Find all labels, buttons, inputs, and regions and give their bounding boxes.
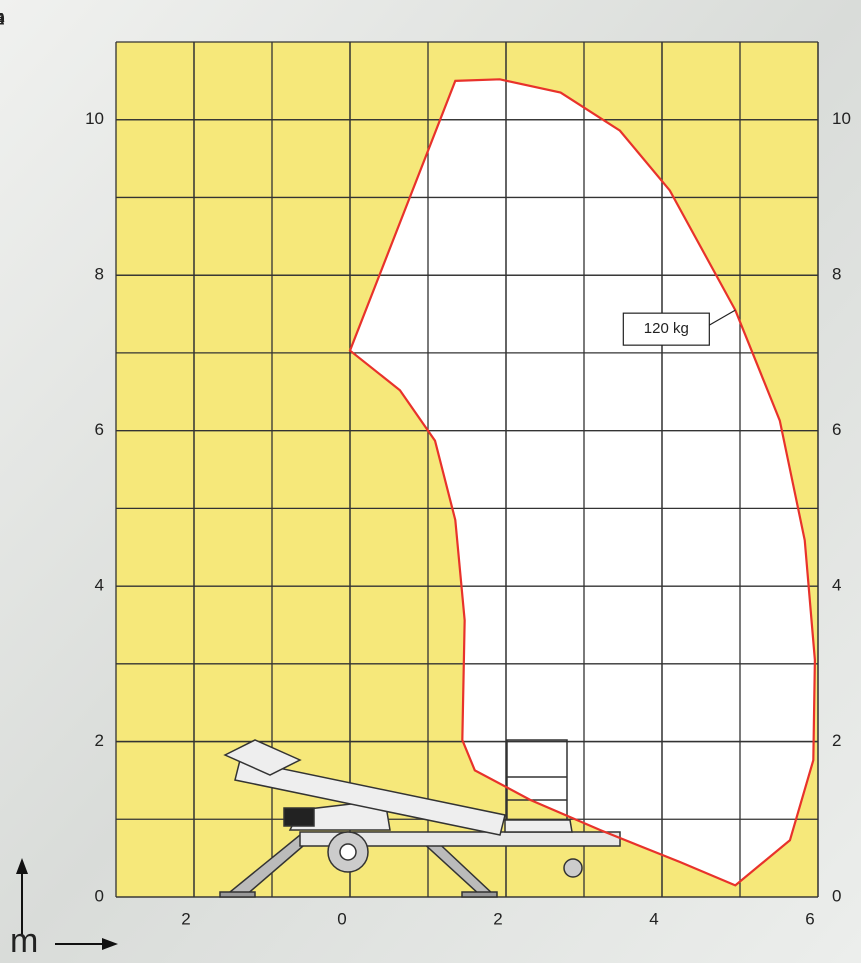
y-tick-label-right: 4 bbox=[832, 576, 841, 595]
unit-label: m bbox=[10, 922, 38, 960]
y-tick-label-left: 2 bbox=[95, 731, 104, 750]
y-tick-label-left: 0 bbox=[95, 886, 104, 905]
label-box bbox=[622, 312, 710, 346]
x-tick-label-top: 2 bbox=[0, 9, 5, 28]
x-tick-label-bottom: 0 bbox=[337, 909, 346, 928]
x-tick-label-top: 4 bbox=[0, 9, 5, 28]
x-tick-label-top: 2 bbox=[0, 9, 5, 28]
axis-arrow-head bbox=[16, 858, 28, 874]
y-tick-label-left: 6 bbox=[95, 420, 104, 439]
y-tick-label-right: 2 bbox=[832, 731, 841, 750]
y-tick-label-left: 10 bbox=[85, 109, 104, 128]
label-leader bbox=[709, 309, 736, 326]
envelope-fill bbox=[350, 79, 815, 886]
x-tick-label-bottom: 2 bbox=[493, 909, 502, 928]
y-tick-label-left: 4 bbox=[95, 576, 104, 595]
x-tick-label-bottom: 6 bbox=[805, 909, 814, 928]
y-tick-label-right: 6 bbox=[832, 420, 841, 439]
x-tick-label-top: 0 bbox=[0, 9, 5, 28]
y-tick-label-right: 10 bbox=[832, 109, 851, 128]
x-tick-label-top: 6 bbox=[0, 9, 5, 28]
series-label: 120 kg bbox=[644, 320, 689, 337]
envelope-line bbox=[348, 78, 816, 887]
y-tick-label-right: 0 bbox=[832, 886, 841, 905]
machine-illustration bbox=[219, 739, 621, 898]
x-tick-label-bottom: 2 bbox=[181, 909, 190, 928]
y-tick-label-right: 8 bbox=[832, 265, 841, 284]
axis-arrow-head bbox=[102, 938, 118, 950]
y-tick-label-left: 8 bbox=[95, 265, 104, 284]
x-tick-label-bottom: 4 bbox=[649, 909, 658, 928]
